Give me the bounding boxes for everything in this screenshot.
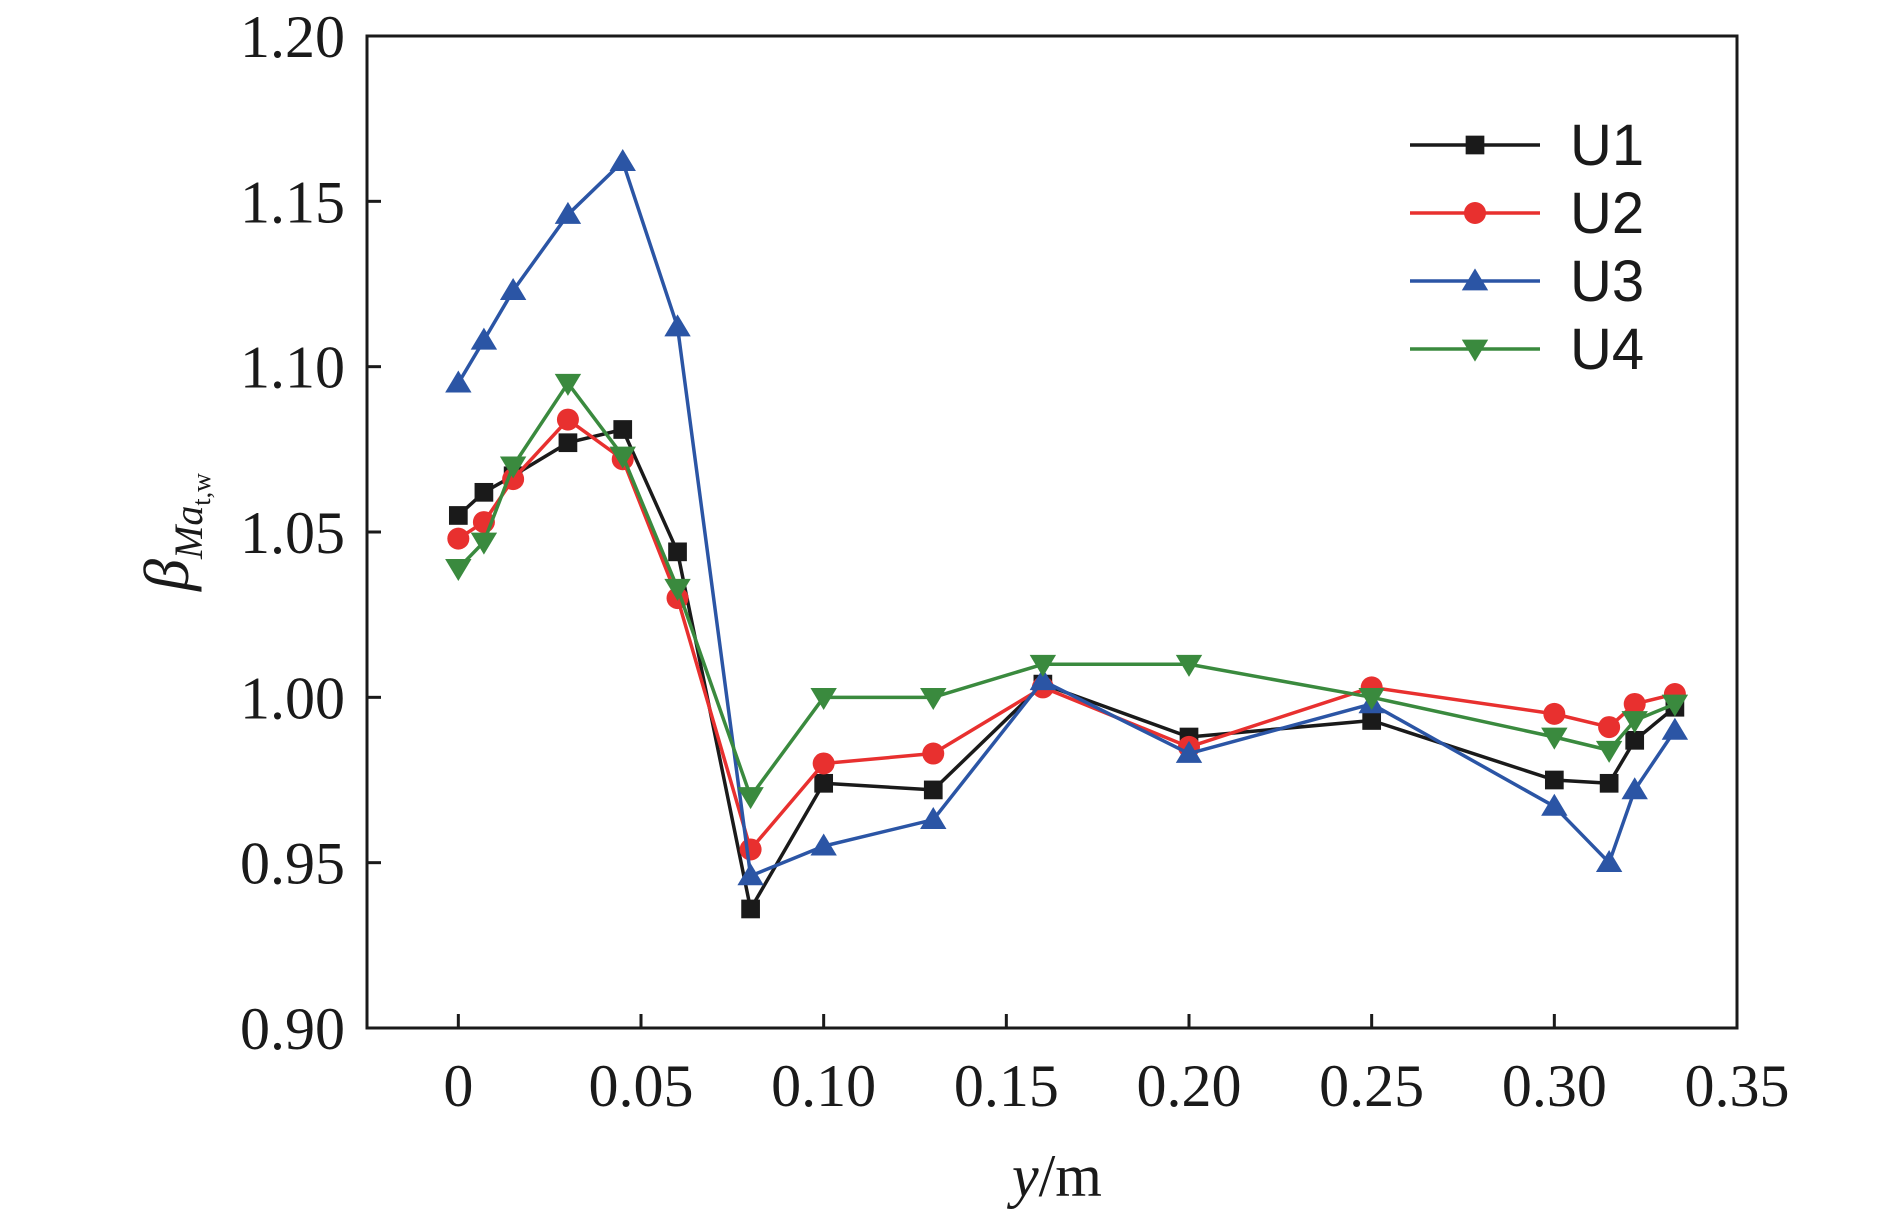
data-point-U4 [499, 456, 527, 479]
data-point-U3 [737, 863, 764, 886]
y-tick-label: 1.10 [240, 335, 345, 401]
legend-item-U2: U2 [1410, 181, 1644, 246]
legend-label: U4 [1570, 317, 1644, 382]
x-tick-label: 0.10 [771, 1053, 876, 1119]
y-tick-label: 1.20 [240, 4, 345, 70]
y-axis: 0.90 0.95 1.00 1.05 1.10 1.15 1.20 [240, 4, 381, 1062]
data-point-U4 [920, 687, 947, 710]
y-axis-title-sub: Ma [166, 506, 211, 560]
series-line-U2 [457, 417, 1676, 852]
x-tick-label: 0.35 [1685, 1053, 1790, 1119]
data-point-U1 [741, 899, 760, 919]
data-point-U4 [554, 373, 582, 396]
legend-swatch-marker [1464, 202, 1486, 224]
data-point-U4 [609, 446, 636, 469]
data-point-U4 [445, 559, 472, 582]
y-axis-title: βMat,w [131, 473, 216, 593]
data-point-U4 [1358, 687, 1385, 710]
data-point-U4 [1621, 711, 1648, 734]
data-point-U3 [1621, 777, 1648, 800]
x-tick-label: 0.25 [1319, 1053, 1424, 1119]
data-point-U1 [1544, 770, 1564, 790]
data-point-U3 [1595, 850, 1623, 873]
data-point-U2 [812, 752, 835, 775]
data-point-U4 [664, 578, 691, 601]
data-point-U1 [923, 780, 943, 800]
data-point-U2 [1543, 702, 1566, 725]
series-line-U4 [457, 381, 1676, 799]
x-axis-title: y/m [1006, 1143, 1102, 1209]
x-tick-label: 0 [443, 1053, 473, 1119]
data-point-U1 [448, 506, 468, 525]
data-point-U2 [1598, 716, 1621, 739]
y-axis-title-subsub: t,w [187, 473, 216, 506]
data-point-U1 [474, 482, 494, 502]
data-point-U2 [739, 838, 762, 861]
data-point-U2 [922, 742, 945, 765]
y-tick-label: 0.90 [240, 996, 345, 1062]
data-point-U4 [1029, 654, 1057, 677]
data-point-U3 [664, 314, 691, 337]
y-tick-label: 1.05 [240, 500, 345, 566]
x-tick-label: 0.30 [1502, 1053, 1607, 1119]
data-point-U4 [470, 532, 498, 555]
y-axis-title-symbol: β [131, 559, 202, 593]
data-point-U4 [1595, 740, 1623, 763]
data-point-U3 [609, 149, 636, 172]
data-point-U2 [1623, 692, 1646, 715]
series-layer [445, 149, 1689, 919]
x-axis-title-unit: /m [1039, 1143, 1102, 1209]
data-point-U1 [814, 773, 834, 793]
data-point-U3 [1175, 740, 1203, 763]
data-point-U3 [1541, 793, 1568, 816]
data-point-U3 [470, 327, 498, 350]
y-tick-label: 1.00 [240, 665, 345, 731]
series-U3 [445, 149, 1689, 886]
legend-item-U1: U1 [1410, 113, 1644, 178]
legend-item-U3: U3 [1410, 249, 1644, 314]
x-tick-label: 0.05 [589, 1053, 694, 1119]
data-point-U3 [1029, 668, 1057, 691]
data-point-U4 [1175, 654, 1203, 677]
y-tick-label: 0.95 [240, 831, 345, 897]
x-axis-title-var: y [1006, 1143, 1039, 1209]
data-point-U1 [1599, 773, 1619, 793]
data-point-U2 [556, 408, 579, 431]
legend-label: U2 [1570, 181, 1644, 246]
series-U4 [445, 373, 1689, 810]
data-point-U3 [554, 201, 582, 224]
data-point-U1 [1625, 730, 1645, 750]
legend-swatch-marker [1461, 339, 1489, 362]
plot-frame [365, 34, 1739, 1030]
data-point-U1 [613, 420, 633, 439]
data-point-U1 [558, 433, 578, 453]
series-U2 [447, 408, 1686, 861]
data-point-U3 [499, 277, 527, 300]
series-line-U3 [456, 159, 1677, 878]
data-point-U4 [1541, 727, 1568, 750]
data-point-U4 [1661, 694, 1689, 717]
data-point-U4 [737, 787, 764, 810]
legend-item-U4: U4 [1410, 317, 1644, 382]
legend-label: U3 [1570, 249, 1644, 314]
y-tick-label: 1.15 [240, 169, 345, 235]
series-line-U1 [457, 427, 1677, 911]
data-point-U3 [1661, 717, 1689, 740]
data-point-U3 [920, 807, 947, 830]
data-point-U3 [810, 833, 837, 856]
x-tick-label: 0.15 [954, 1053, 1059, 1119]
legend-swatch-marker [1461, 268, 1489, 291]
legend-label: U1 [1570, 113, 1644, 178]
data-point-U3 [445, 370, 472, 393]
legend-swatch-marker [1465, 135, 1485, 155]
data-point-U1 [668, 542, 687, 562]
data-point-U4 [810, 687, 837, 710]
x-axis: 0 0.05 0.10 0.15 0.20 0.25 0.30 0.35 [443, 1014, 1790, 1119]
x-tick-label: 0.20 [1137, 1053, 1242, 1119]
data-point-U1 [1362, 711, 1382, 730]
series-U1 [448, 420, 1685, 919]
data-point-U2 [447, 527, 470, 550]
